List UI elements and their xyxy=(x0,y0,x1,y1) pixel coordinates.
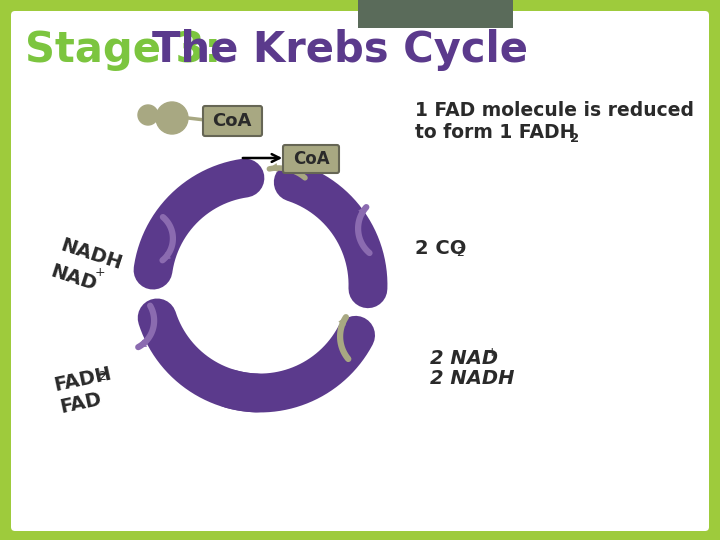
Text: 2: 2 xyxy=(570,132,579,145)
Text: 2: 2 xyxy=(456,246,464,260)
Text: 2 NADH: 2 NADH xyxy=(430,368,515,388)
Text: 2: 2 xyxy=(98,370,106,383)
Text: 1 FAD molecule is reduced: 1 FAD molecule is reduced xyxy=(415,100,694,119)
Text: NADH: NADH xyxy=(58,236,125,274)
FancyBboxPatch shape xyxy=(283,145,339,173)
Text: NAD: NAD xyxy=(48,261,99,294)
Text: +: + xyxy=(487,347,498,360)
Text: 2 NAD: 2 NAD xyxy=(430,348,498,368)
Circle shape xyxy=(156,102,188,134)
Text: CoA: CoA xyxy=(212,112,252,130)
Text: FADH: FADH xyxy=(52,364,113,395)
FancyBboxPatch shape xyxy=(203,106,262,136)
Text: +: + xyxy=(95,266,106,279)
Circle shape xyxy=(138,105,158,125)
Text: Stage 3:: Stage 3: xyxy=(25,29,235,71)
FancyBboxPatch shape xyxy=(11,11,709,531)
Text: 2 CO: 2 CO xyxy=(415,239,467,258)
Text: CoA: CoA xyxy=(293,150,329,168)
Text: FAD: FAD xyxy=(58,389,103,417)
Text: The Krebs Cycle: The Krebs Cycle xyxy=(152,29,528,71)
Text: to form 1 FADH: to form 1 FADH xyxy=(415,123,575,141)
Bar xyxy=(358,0,513,28)
